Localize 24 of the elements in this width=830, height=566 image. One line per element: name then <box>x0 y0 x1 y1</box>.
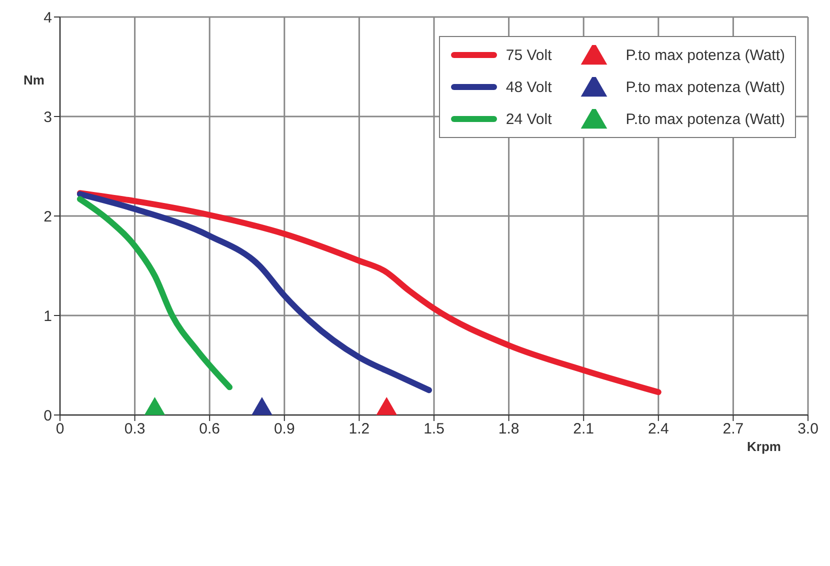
y-tick-label: 2 <box>44 208 52 226</box>
y-tick-label: 1 <box>44 308 52 325</box>
y-tick-label: 4 <box>44 9 52 26</box>
x-tick-label: 3.0 <box>798 420 818 438</box>
x-axis-title: Krpm <box>747 439 781 454</box>
legend-label: 75 Volt <box>506 46 552 64</box>
x-tick-label: 0.3 <box>124 420 146 438</box>
x-tick-label: 2.1 <box>573 420 594 438</box>
y-tick-label: 0 <box>44 407 52 424</box>
x-tick-label: 2.4 <box>648 420 669 438</box>
x-tick-label: 1.8 <box>498 420 520 438</box>
y-tick-label: 3 <box>44 108 52 126</box>
legend-label: P.to max potenza (Watt) <box>626 110 785 128</box>
legend-label: P.to max potenza (Watt) <box>626 78 785 96</box>
x-tick-label: 0 <box>56 420 64 438</box>
x-tick-label: 0.6 <box>199 420 220 438</box>
x-tick-label: 1.2 <box>348 420 370 438</box>
x-tick-label: 2.7 <box>722 420 744 438</box>
x-tick-label: 1.5 <box>424 420 444 438</box>
y-axis-title: Nm <box>24 72 44 88</box>
legend-label: P.to max potenza (Watt) <box>626 46 785 64</box>
x-tick-label: 0.9 <box>274 420 295 438</box>
legend-label: 48 Volt <box>506 78 552 96</box>
legend-label: 24 Volt <box>506 110 552 128</box>
